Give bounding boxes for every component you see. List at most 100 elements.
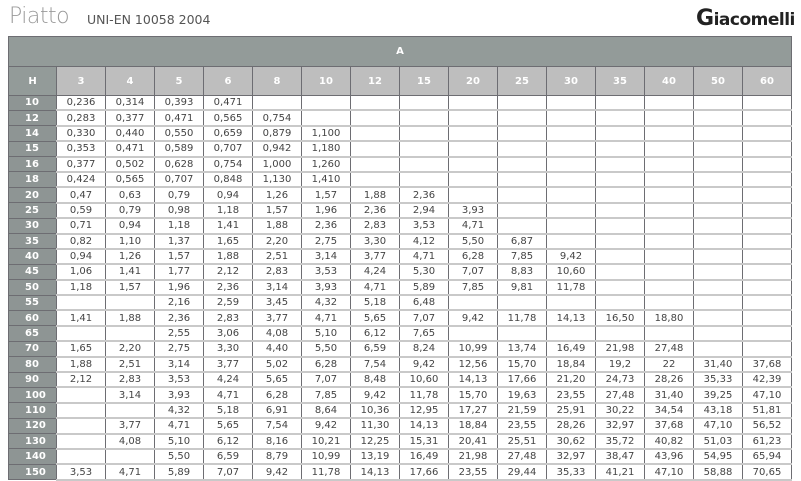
weight-cell <box>399 140 449 158</box>
weight-cell: 1,88 <box>203 248 253 266</box>
weight-cell: 11,78 <box>546 279 596 297</box>
weight-cell <box>742 202 792 220</box>
weight-cell <box>693 248 743 266</box>
weight-cell: 47,10 <box>644 463 694 481</box>
weight-cell <box>644 140 694 158</box>
weight-cell: 3,30 <box>350 233 400 250</box>
weight-cell: 4,08 <box>105 433 155 451</box>
weight-cell: 1,57 <box>154 248 204 266</box>
weight-cell: 1,26 <box>105 248 155 266</box>
weight-cell <box>644 294 694 312</box>
weight-cell: 1,96 <box>301 202 351 220</box>
row-header-h: 65 <box>8 325 57 342</box>
weight-cell: 51,03 <box>693 433 743 451</box>
weight-cell <box>644 202 694 220</box>
weight-cell: 6,12 <box>203 433 253 451</box>
weight-cell: 1,18 <box>203 202 253 220</box>
weight-cell <box>497 294 547 312</box>
weight-cell: 20,41 <box>448 433 498 451</box>
weight-cell <box>497 186 547 204</box>
weight-cell <box>742 309 792 327</box>
weight-cell: 9,42 <box>252 463 302 481</box>
weight-cell: 11,30 <box>350 417 400 435</box>
weight-cell: 0,353 <box>56 140 106 158</box>
weight-cell: 2,12 <box>203 263 253 281</box>
weight-cell <box>497 140 547 158</box>
weight-cell: 6,12 <box>350 325 400 343</box>
weight-cell <box>742 248 792 266</box>
weight-cell: 6,87 <box>497 233 547 250</box>
weight-cell: 0,314 <box>105 95 155 112</box>
weight-cell: 3,06 <box>203 325 253 343</box>
weight-cell: 8,64 <box>301 402 351 420</box>
weight-cell: 0,754 <box>203 156 253 173</box>
weight-cell: 4,32 <box>301 294 351 312</box>
weight-cell: 56,52 <box>742 417 792 435</box>
weight-cell: 0,424 <box>56 171 106 189</box>
weight-cell: 1,06 <box>56 263 106 281</box>
weight-cell: 28,26 <box>644 371 694 389</box>
weight-cell: 2,51 <box>105 356 155 374</box>
weight-cell: 1,41 <box>105 263 155 281</box>
weight-cell: 3,93 <box>448 202 498 220</box>
weight-cell: 0,471 <box>105 140 155 158</box>
weight-cell <box>693 171 743 189</box>
table-row: 70 1,65 2,20 2,75 3,30 4,40 5,50 6,59 8,24 10,99 1… <box>8 340 792 358</box>
weight-cell: 0,502 <box>105 156 155 173</box>
table-row: 35 0,82 1,10 1,37 1,65 2,20 2,75 3,30 4,12 5,50 6,… <box>8 233 792 250</box>
weight-cell <box>742 263 792 281</box>
weight-cell <box>350 140 400 158</box>
table-row: 110 4,32 5,18 6,91 8,64 10,36 12,95 17,27 21,59 2… <box>8 402 792 420</box>
column-header: 3 <box>56 66 106 96</box>
weight-cell: 27,48 <box>497 448 547 466</box>
weight-cell: 25,91 <box>546 402 596 420</box>
row-header-h: 110 <box>8 402 57 419</box>
weight-cell: 5,50 <box>154 448 204 466</box>
weight-cell <box>595 125 645 143</box>
weight-cell <box>448 140 498 158</box>
weight-cell: 2,94 <box>399 202 449 220</box>
weight-cell: 37,68 <box>742 356 792 374</box>
weight-cell: 29,44 <box>497 463 547 481</box>
weight-cell: 0,71 <box>56 217 106 235</box>
weight-cell: 31,40 <box>693 356 743 374</box>
weight-cell: 7,54 <box>252 417 302 435</box>
weight-cell <box>595 248 645 266</box>
row-header-h: 70 <box>8 340 57 358</box>
weight-cell <box>595 186 645 204</box>
weight-cell <box>546 217 596 235</box>
weight-cell: 0,754 <box>252 109 302 127</box>
weight-cell: 21,20 <box>546 371 596 389</box>
row-header-h: 55 <box>8 294 57 311</box>
weight-cell: 16,50 <box>595 309 645 327</box>
weight-cell: 2,83 <box>350 217 400 235</box>
weight-cell: 2,83 <box>203 309 253 327</box>
weight-cell: 1,26 <box>252 186 302 204</box>
column-header-row: H 3 4 5 6 8 10 12 15 20 25 30 35 40 50 60 <box>8 66 792 96</box>
weight-cell: 13,19 <box>350 448 400 466</box>
weight-cell: 3,14 <box>252 279 302 297</box>
weight-cell <box>644 95 694 112</box>
weight-cell <box>742 233 792 250</box>
weight-cell: 23,55 <box>497 417 547 435</box>
weight-cell: 15,70 <box>497 356 547 374</box>
weight-cell <box>742 125 792 143</box>
weight-cell: 8,48 <box>350 371 400 389</box>
weight-cell: 28,26 <box>546 417 596 435</box>
weight-cell <box>644 279 694 297</box>
weight-cell <box>56 402 106 420</box>
table-row: 25 0,59 0,79 0,98 1,18 1,57 1,96 2,36 2,94 3,93 <box>8 202 792 220</box>
weight-cell <box>497 202 547 220</box>
weight-cell: 11,78 <box>497 309 547 327</box>
weight-cell: 2,36 <box>301 217 351 235</box>
weight-cell <box>56 294 106 312</box>
weight-cell <box>56 325 106 343</box>
row-header-h: 12 <box>8 109 57 127</box>
weight-cell: 19,2 <box>595 356 645 374</box>
weight-cell <box>644 156 694 173</box>
weight-cell <box>497 171 547 189</box>
weight-cell: 35,72 <box>595 433 645 451</box>
weight-cell: 16,49 <box>546 340 596 358</box>
row-header-h: 120 <box>8 417 57 435</box>
weight-cell: 47,10 <box>693 417 743 435</box>
